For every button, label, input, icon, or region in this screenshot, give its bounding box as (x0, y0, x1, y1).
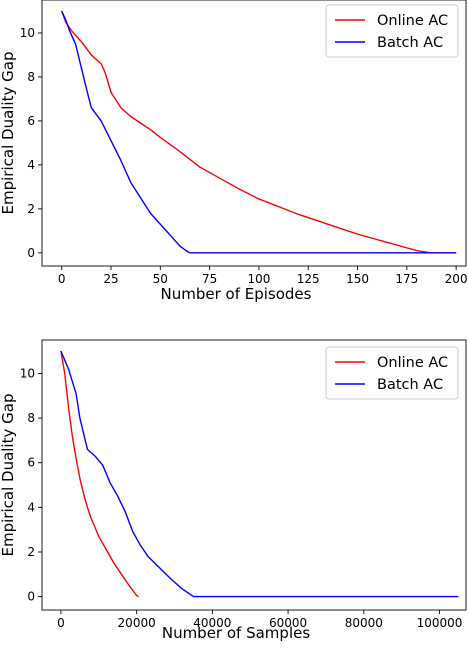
y-tick-label: 8 (27, 70, 35, 84)
y-tick-label: 4 (27, 158, 35, 172)
x-axis-title: Number of Episodes (161, 285, 312, 303)
y-axis-title: Empirical Duality Gap (0, 52, 17, 215)
x-tick-label: 25 (103, 272, 118, 286)
x-tick-label: 100 (247, 272, 270, 286)
y-tick-label: 4 (27, 500, 35, 514)
x-tick-label: 150 (346, 272, 369, 286)
series-line-batch-ac (61, 10, 457, 254)
legend-label-online-ac: Online AC (377, 13, 448, 29)
series-line-online-ac (60, 351, 139, 598)
chart-1: 0 25 50 75 100 125 150 175 200 0 2 4 6 8 10 Number of E… (0, 0, 468, 303)
x-tick-label: 20000 (118, 616, 156, 630)
legend-box (325, 4, 459, 58)
plot-frame (41, 0, 467, 267)
y-tick-label: 8 (27, 411, 35, 425)
x-tick-label: 40000 (193, 616, 231, 630)
y-tick-label: 6 (27, 456, 35, 470)
x-tick-label: 0 (57, 616, 65, 630)
y-tick-label: 2 (27, 545, 35, 559)
x-tick-label: 0 (58, 272, 66, 286)
y-tick-label: 0 (27, 246, 35, 260)
x-tick-label: 125 (297, 272, 320, 286)
y-tick-label: 10 (20, 26, 35, 40)
legend-box (325, 346, 459, 400)
series-line-batch-ac (60, 350, 459, 598)
y-tick-label: 0 (27, 590, 35, 604)
chart-2: 0 20000 40000 60000 80000 100000 0 2 4 6 8 10 Number… (0, 339, 467, 642)
plot-frame (41, 339, 467, 611)
y-axis-title: Empirical Duality Gap (0, 394, 17, 557)
series-line-online-ac (61, 10, 457, 254)
x-tick-label: 200 (445, 272, 468, 286)
x-tick-label: 100000 (417, 616, 463, 630)
legend-label-batch-ac: Batch AC (377, 35, 443, 51)
y-tick-label: 6 (27, 114, 35, 128)
y-tick-label: 10 (20, 366, 35, 380)
x-axis-title: Number of Samples (162, 624, 310, 642)
x-tick-label: 75 (202, 272, 217, 286)
y-tick-label: 2 (27, 202, 35, 216)
x-tick-label: 80000 (345, 616, 383, 630)
legend-label-online-ac: Online AC (377, 355, 448, 371)
x-tick-label: 60000 (269, 616, 307, 630)
x-tick-label: 50 (153, 272, 168, 286)
x-tick-label: 175 (395, 272, 418, 286)
legend-label-batch-ac: Batch AC (377, 377, 443, 393)
